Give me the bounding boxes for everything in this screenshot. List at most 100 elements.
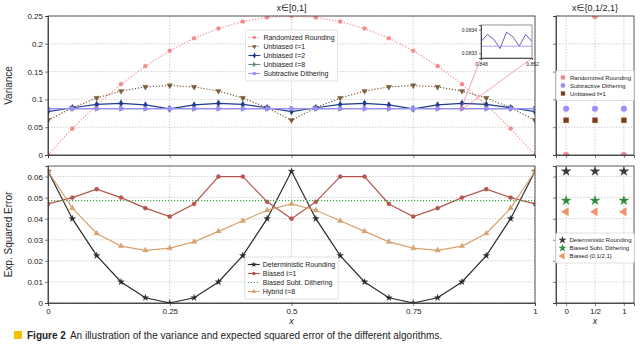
grid (556, 16, 634, 155)
tick (170, 155, 171, 158)
marker (459, 89, 465, 94)
tick-label: 0.25 (27, 12, 43, 21)
marker (215, 278, 222, 284)
tick: 0.0834 (462, 27, 481, 33)
marker (192, 202, 196, 206)
marker (70, 104, 74, 111)
series-line (48, 177, 535, 219)
marker (621, 118, 626, 123)
marker (119, 82, 123, 86)
tick (553, 72, 556, 73)
plot-background (481, 25, 532, 58)
marker (240, 218, 246, 223)
marker (410, 299, 417, 303)
plot-frame (48, 166, 535, 303)
tick-label: 0.05 (27, 194, 43, 203)
tick-mark (413, 303, 414, 306)
marker (192, 36, 196, 40)
series-line (481, 32, 532, 49)
tick-mark (45, 261, 48, 262)
marker (509, 107, 513, 111)
tick (413, 155, 414, 158)
marker (460, 196, 464, 200)
panel: 00.050.10.150.20.25 (27, 12, 538, 160)
tick-mark (566, 303, 567, 306)
tick-label: 0.02 (27, 257, 43, 266)
tick: 0.2 (32, 40, 48, 49)
marker (264, 207, 270, 212)
series-line (481, 46, 532, 47)
tick-mark (479, 30, 481, 31)
tick-mark (45, 155, 48, 156)
tick (553, 44, 556, 45)
series-line (48, 86, 535, 121)
plot-area (561, 166, 629, 216)
marker (314, 107, 318, 111)
tick (553, 198, 556, 199)
marker (592, 106, 598, 112)
tick-mark (624, 155, 625, 158)
tick-mark (553, 282, 556, 283)
marker (561, 195, 571, 204)
marker (142, 294, 149, 300)
legend-line (248, 282, 260, 283)
marker (70, 107, 74, 111)
legend-label: Unbiased ℓ=2 (263, 52, 305, 59)
marker (561, 166, 571, 175)
legend-label: Subtractive Dithering (570, 83, 626, 89)
tick: 1/2 (590, 303, 602, 316)
marker (337, 218, 343, 223)
tick-mark (553, 99, 556, 100)
marker (483, 230, 489, 235)
tick-label: 1/2 (590, 307, 602, 316)
panel: 00.250.50.75100.010.020.030.040.050.06 (27, 166, 538, 316)
tick-label: 0.05 (27, 123, 43, 132)
tick-label: 0.75 (406, 307, 422, 316)
marker (143, 85, 149, 90)
x-axis: 00.250.50.751 (46, 303, 538, 316)
legend-label: Randomized Rounding (263, 34, 334, 42)
caption-marker (14, 331, 22, 339)
marker (168, 214, 172, 218)
x-axis: 01/21 (557, 303, 635, 316)
tick (553, 303, 556, 304)
legend-label: Unbiased ℓ=1 (570, 91, 606, 97)
tick-label: 0.06 (27, 173, 43, 182)
tick-label: 0.15 (27, 68, 43, 77)
tick-mark (45, 127, 48, 128)
plot-frame (556, 16, 634, 155)
marker (241, 174, 245, 178)
axis-line (557, 156, 635, 159)
marker (435, 64, 439, 68)
marker (191, 239, 197, 244)
marker (590, 208, 597, 216)
marker (314, 104, 318, 111)
marker (561, 208, 568, 216)
legend-label: Deterministic Rounding (263, 261, 335, 269)
marker (118, 89, 124, 94)
axis-line (482, 59, 533, 61)
legend: Deterministic RoundingBiased ℓ=1Biased S… (245, 257, 338, 299)
axis-line (557, 304, 635, 307)
y-axis-title: Exp. Squared Error (3, 191, 14, 277)
tick-mark (170, 155, 171, 158)
marker (216, 107, 220, 111)
tick (553, 177, 556, 178)
marker (241, 107, 245, 111)
tick-label: 0 (46, 307, 51, 316)
marker (484, 107, 488, 111)
legend-box (556, 71, 634, 101)
axis-line (45, 17, 49, 156)
tick-mark (45, 240, 48, 241)
marker (216, 26, 220, 30)
plot-frame (556, 166, 634, 303)
marker (386, 294, 393, 300)
marker (563, 106, 569, 112)
marker (435, 85, 441, 90)
marker (265, 104, 269, 111)
tick-mark (624, 303, 625, 306)
plot-area (48, 168, 535, 303)
marker (289, 107, 293, 111)
tick: 0 (39, 151, 48, 160)
legend-label: Deterministic Rounding (569, 237, 631, 243)
